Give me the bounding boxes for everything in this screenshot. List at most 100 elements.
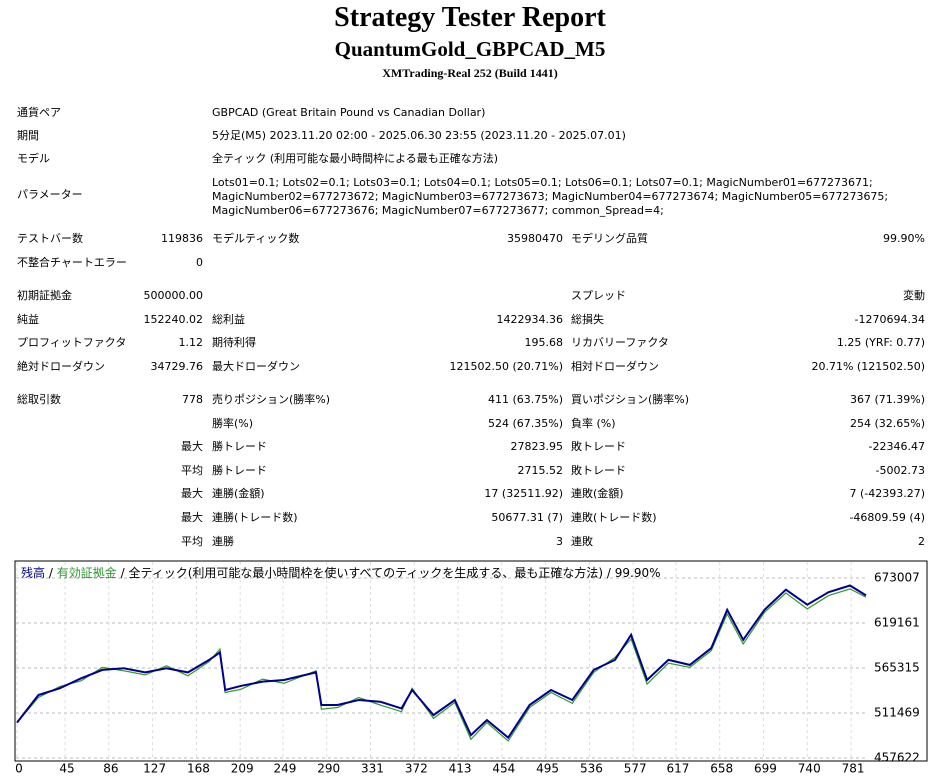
x-tick-label: 495 [536,762,559,776]
x-tick-label: 536 [580,762,603,776]
stat-label: スプレッド [571,289,626,302]
stat-label: 連勝(トレード数) [212,511,298,524]
stat-label: モデルティック数 [212,232,300,245]
stat-label: 買いポジション(勝率%) [571,393,690,406]
stat-label: 絶対ドローダウン [17,359,105,373]
stat-value: 254 (32.65%) [849,416,925,430]
legend-separator: / [49,566,54,580]
stat-label: 最大 [181,487,203,501]
legend: 残高 / 有効証拠金 / 全ティック(利用可能な最小時間枠を使いすべてのティック… [21,565,661,580]
info-value: 5分足(M5) 2023.11.20 02:00 - 2025.06.30 23… [212,129,626,142]
info-label: モデル [17,152,50,165]
x-tick-label: 454 [492,762,515,776]
stat-label: 総取引数 [17,393,61,406]
series-line [16,584,867,740]
stat-value: 35980470 [507,232,563,245]
stat-value: 1.25 (YRF: 0.77) [836,336,925,350]
stat-label: 連敗(金額) [571,487,624,501]
stat-label: 負率 (%) [571,416,616,430]
stat-label: 連敗(トレード数) [571,511,657,524]
stat-value: 524 (67.35%) [487,416,563,430]
stat-value: 7 (-42393.27) [849,487,925,501]
stat-label: 期待利得 [212,336,256,350]
info-value: Lots01=0.1; Lots02=0.1; Lots03=0.1; Lots… [212,176,889,217]
x-tick-label: 413 [449,762,472,776]
stat-label: 最大ドローダウン [212,359,300,373]
info-label: 期間 [17,129,39,142]
stat-label: 平均 [181,463,203,477]
series-line [16,588,867,742]
x-tick-label: 290 [317,762,340,776]
x-tick-label: 86 [103,762,118,776]
legend-quality: 99.90% [615,566,661,580]
stat-label: 勝率(%) [212,416,254,430]
x-tick-label: 331 [361,762,384,776]
stat-label: テストバー数 [17,232,83,245]
stat-label: 不整合チャートエラー [17,255,127,269]
chart-frame [14,560,928,762]
x-tick-label: 658 [710,762,733,776]
stat-label: 総損失 [571,312,604,326]
stat-label: 勝トレード [212,463,267,477]
stat-label: 連勝(金額) [212,487,265,501]
legend-model: 全ティック(利用可能な最小時間枠を使いすべてのティックを生成する、最も正確な方法… [128,565,603,580]
stat-value: 119836 [161,232,203,245]
stat-label: 相対ドローダウン [571,359,659,373]
stat-label: 最大 [181,511,203,524]
stat-label: 敗トレード [571,440,626,454]
y-tick-label: 511469 [874,705,920,719]
stat-value: 20.71% (121502.50) [811,359,925,373]
title: Strategy Tester Report [334,2,606,33]
stat-value: 34729.76 [150,359,204,373]
x-tick-label: 699 [754,762,777,776]
stat-value: 1.12 [178,336,204,350]
stat-value: 121502.50 (20.71%) [449,359,563,373]
stat-value: -1270694.34 [854,312,925,326]
legend-separator: / [121,566,126,580]
stat-value: 2 [918,534,925,548]
x-tick-label: 617 [666,762,689,776]
x-tick-label: 249 [273,762,296,776]
y-tick-label: 457622 [874,751,920,765]
stat-label: 最大 [181,440,203,454]
info-value: GBPCAD (Great Britain Pound vs Canadian … [212,106,486,119]
y-tick-label: 565315 [874,660,920,674]
stat-value: -22346.47 [868,440,925,454]
stat-value: -46809.59 (4) [849,511,925,524]
stat-label: 勝トレード [212,440,267,454]
stat-label: 総利益 [212,312,245,326]
stat-label: 連勝 [212,534,234,548]
stat-label: 売りポジション(勝率%) [212,393,331,406]
stat-value: 0 [196,255,203,269]
stat-label: プロフィットファクタ [17,336,127,350]
stat-value: 2715.52 [517,463,564,477]
stat-label: 純益 [17,312,39,326]
info-value: 全ティック (利用可能な最小時間枠による最も正確な方法) [212,152,499,165]
server: XMTrading-Real 252 (Build 1441) [382,66,558,80]
stat-value: 3 [556,534,563,548]
stat-value: 17 (32511.92) [484,487,563,501]
stat-label: 敗トレード [571,463,626,477]
stat-value: 99.90% [883,232,925,245]
stat-value: 変動 [903,289,925,302]
stat-value: 411 (63.75%) [487,393,563,406]
x-tick-label: 577 [624,762,647,776]
stat-value: 50677.31 (7) [491,511,563,524]
stat-value: 195.68 [524,336,564,350]
stat-label: 連敗 [571,534,593,548]
stat-value: 1422934.36 [496,312,563,326]
stat-label: リカバリーファクタ [571,336,669,350]
x-tick-label: 740 [798,762,821,776]
info-label: 通貨ペア [17,106,61,119]
x-tick-label: 372 [405,762,428,776]
stat-value: 500000.00 [143,289,204,302]
stat-label: 平均 [181,534,203,548]
x-tick-label: 781 [842,762,865,776]
legend-item: 有効証拠金 [57,565,117,580]
stat-value: 27823.95 [510,440,564,454]
x-tick-label: 209 [231,762,254,776]
stat-value: 152240.02 [143,312,204,326]
subtitle: QuantumGold_GBPCAD_M5 [334,37,606,61]
